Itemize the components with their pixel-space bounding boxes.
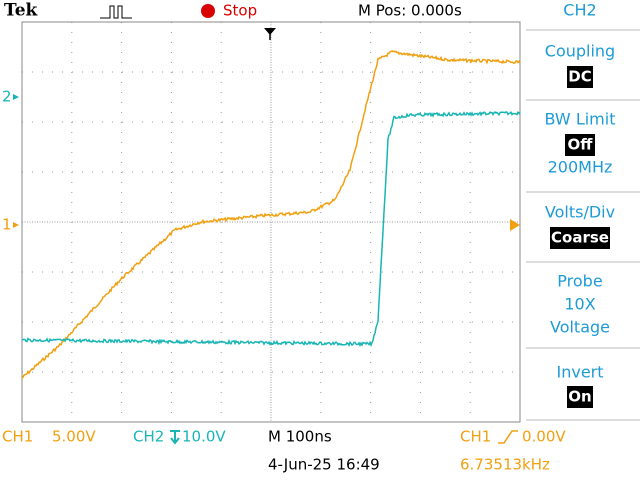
trigger-frequency: 6.73513kHz (460, 456, 550, 474)
side-menu: CH2 Coupling DC BW Limit Off 200MHz Volt… (526, 1, 640, 421)
coupling-button[interactable]: Coupling DC (545, 42, 615, 89)
graticule (22, 22, 520, 422)
ch2-marker: 2 (2, 88, 12, 106)
trigger-level-marker (510, 219, 520, 231)
trigger-level: 0.00V (522, 428, 566, 446)
ch2-marker-arrow (13, 94, 19, 100)
menu-label: Probe (557, 272, 602, 291)
menu-title: CH2 (563, 1, 596, 20)
menu-value: DC (568, 68, 591, 86)
graticule-border (21, 21, 521, 423)
badge-bg (567, 66, 593, 88)
menu-label: Invert (556, 363, 603, 382)
horizontal-position: M Pos: 0.000s (358, 2, 462, 20)
acquire-icon (100, 5, 132, 19)
trigger-slope-icon (498, 430, 518, 444)
invert-button[interactable]: Invert On (556, 363, 604, 409)
menu-value: Coarse (551, 229, 609, 247)
probe-button[interactable]: Probe 10X Voltage (550, 272, 610, 337)
menu-extra: 200MHz (548, 158, 613, 177)
timebase: M 100ns (268, 428, 332, 446)
date-time: 4-Jun-25 16:49 (268, 456, 380, 474)
ch2-coupling-icon (170, 430, 180, 445)
ch1-marker-arrow (13, 222, 19, 228)
badge-bg (550, 227, 610, 249)
stop-icon (201, 4, 215, 18)
menu-value: Off (568, 136, 594, 154)
menu-label: Volts/Div (545, 203, 615, 222)
menu-label: BW Limit (545, 110, 616, 129)
ch2-label: CH2 (133, 428, 164, 446)
run-status: Stop (223, 2, 257, 20)
ch2-scale: 10.0V (182, 428, 226, 446)
menu-value: On (568, 388, 591, 406)
ch1-label: CH1 (2, 428, 33, 446)
ch1-scale: 5.00V (52, 428, 96, 446)
badge-bg (567, 386, 593, 408)
ch1-marker: 1 (2, 216, 12, 234)
menu-label: Coupling (545, 42, 615, 61)
bw-limit-button[interactable]: BW Limit Off 200MHz (545, 110, 616, 177)
brand: Tek (4, 1, 39, 21)
menu-line: Voltage (550, 318, 610, 337)
badge-bg (565, 134, 595, 156)
menu-line: 10X (564, 295, 595, 314)
trigger-source: CH1 (460, 428, 491, 446)
ch2-trace (21, 110, 521, 348)
volts-div-button[interactable]: Volts/Div Coarse (545, 203, 615, 250)
ch1-trace (21, 50, 521, 379)
